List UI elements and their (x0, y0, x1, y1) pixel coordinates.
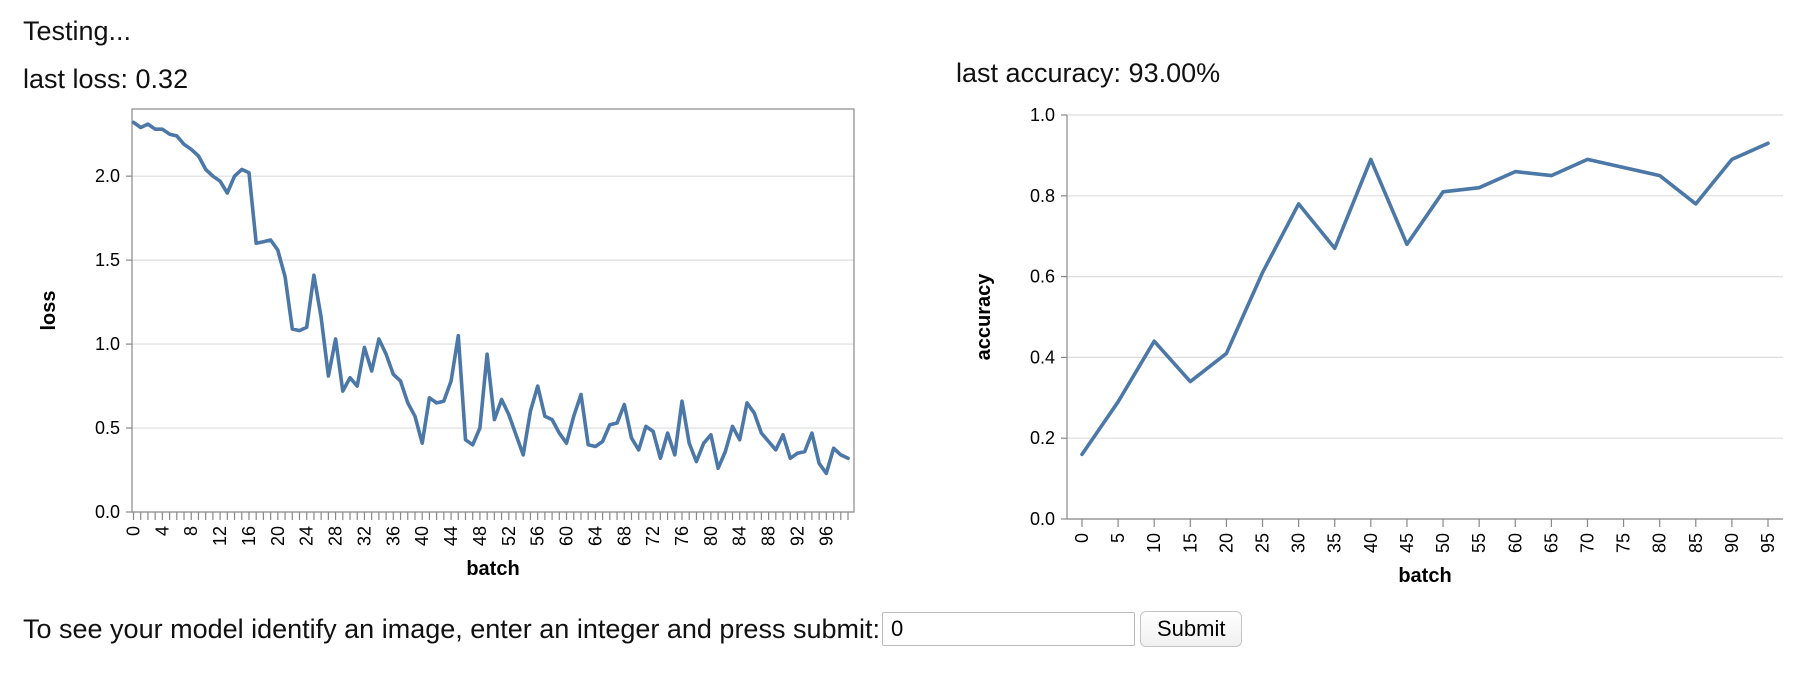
last-loss-label: last loss: 0.32 (23, 64, 189, 94)
x-tick-label: 0 (124, 526, 144, 536)
x-tick-label: 56 (528, 526, 548, 546)
series-line (131, 120, 850, 476)
x-tick-label: 24 (297, 526, 317, 546)
y-tick-label: 0.5 (95, 418, 120, 438)
submit-button[interactable]: Submit (1139, 611, 1243, 647)
y-tick-label: 2.0 (95, 166, 120, 186)
x-axis-title: batch (466, 558, 519, 580)
x-tick-label: 92 (787, 526, 807, 546)
x-tick-label: 36 (383, 526, 403, 546)
integer-input[interactable] (881, 612, 1135, 646)
y-tick-label: 1.0 (95, 334, 120, 354)
x-tick-label: 4 (152, 526, 172, 536)
x-tick-label: 60 (557, 526, 577, 546)
predict-form: To see your model identify an image, ent… (23, 609, 1243, 649)
x-tick-label: 28 (326, 526, 346, 546)
predict-prompt: To see your model identify an image, ent… (23, 614, 880, 644)
x-tick-label: 80 (701, 526, 721, 546)
last-accuracy-label: last accuracy: 93.00% (956, 58, 1221, 88)
x-tick-label: 64 (585, 526, 605, 546)
plot-frame (131, 108, 855, 513)
x-tick-label: 44 (441, 526, 461, 546)
x-tick-label: 20 (268, 526, 288, 546)
x-tick-label: 76 (672, 526, 692, 546)
x-tick-label: 16 (239, 526, 259, 546)
y-axis-title: loss (38, 290, 60, 330)
x-tick-label: 84 (730, 526, 750, 546)
x-tick-label: 32 (354, 526, 374, 546)
status-text: Testing... (23, 16, 132, 46)
x-tick-label: 12 (210, 526, 230, 546)
x-tick-label: 8 (181, 526, 201, 536)
y-tick-label: 0.0 (95, 502, 120, 522)
x-tick-label: 68 (614, 526, 634, 546)
x-tick-label: 88 (759, 526, 779, 546)
x-tick-label: 72 (643, 526, 663, 546)
x-tick-label: 48 (470, 526, 490, 546)
y-tick-label: 1.5 (95, 250, 120, 270)
x-tick-label: 52 (499, 526, 519, 546)
x-tick-label: 96 (816, 526, 836, 546)
x-tick-label: 40 (412, 526, 432, 546)
